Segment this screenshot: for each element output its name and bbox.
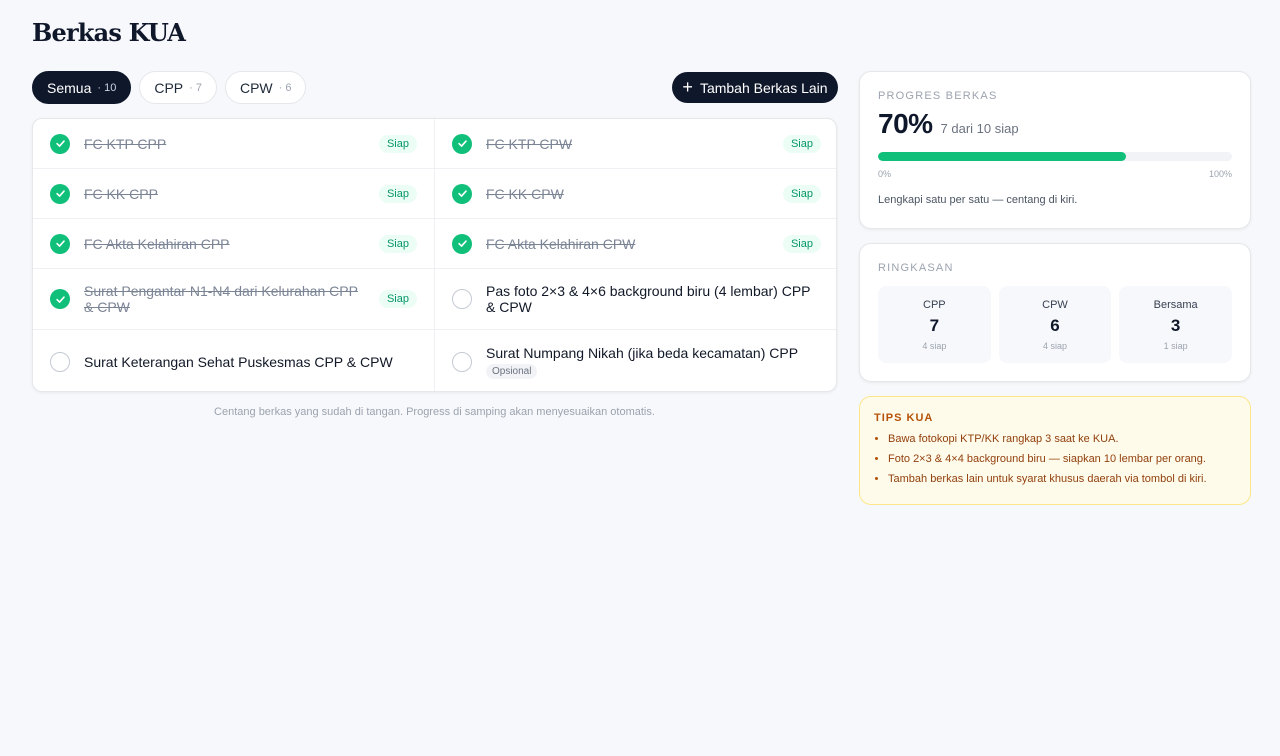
- checklist-item-label: FC KK CPW: [486, 185, 564, 202]
- progress-hint: Lengkapi satu per satu — centang di kiri…: [878, 194, 1078, 206]
- stat-cpp: CPP 7 4 siap: [878, 286, 991, 363]
- checked-checkbox[interactable]: [50, 183, 70, 204]
- progress-scale-min: 0%: [878, 169, 892, 179]
- status-badge: Siap: [782, 184, 821, 203]
- stat-bersama: Bersama 3 1 siap: [1119, 286, 1232, 363]
- tip-item: Foto 2×3 & 4×4 background biru — siapkan…: [888, 453, 1236, 466]
- progress-label: PROGRES BERKAS: [878, 90, 998, 102]
- checkmark-icon: [55, 140, 65, 147]
- checkmark-icon: [457, 140, 467, 147]
- tab-label: Semua: [47, 79, 92, 96]
- tab-label: CPP: [154, 79, 184, 96]
- checklist-item-label: FC Akta Kelahiran CPW: [486, 235, 636, 252]
- checked-checkbox[interactable]: [452, 133, 472, 154]
- tab-count: · 6: [278, 81, 292, 94]
- plus-icon: +: [682, 76, 693, 97]
- tip-item: Tambah berkas lain untuk syarat khusus d…: [888, 473, 1236, 486]
- page-title: Berkas KUA: [32, 18, 186, 47]
- add-document-button[interactable]: + Tambah Berkas Lain: [672, 72, 838, 103]
- stat-name: CPW: [1042, 298, 1068, 311]
- checklist-item-label: FC KK CPP: [84, 185, 158, 202]
- stat-sub: 4 siap: [922, 340, 947, 351]
- progress-percent: 70%: [878, 108, 933, 139]
- stat-value: 3: [1170, 315, 1181, 335]
- progress-scale-max: 100%: [1208, 169, 1232, 179]
- progress-bar-fill: [878, 152, 1126, 161]
- tips-list: Bawa fotokopi KTP/KK rangkap 3 saat ke K…: [874, 433, 1236, 486]
- summary-label: RINGKASAN: [878, 262, 954, 274]
- progress-detail: 7 dari 10 siap: [940, 121, 1019, 136]
- progress-card: PROGRES BERKAS 70% 7 dari 10 siap 0% 100…: [859, 71, 1251, 229]
- tab-semua[interactable]: Semua · 10: [32, 71, 132, 104]
- checked-checkbox[interactable]: [50, 289, 70, 309]
- checkmark-icon: [55, 240, 65, 247]
- stat-value: 6: [1050, 315, 1060, 335]
- tab-label: CPW: [239, 79, 273, 96]
- checklist-item-label: Surat Numpang Nikah (jika beda kecamatan…: [486, 344, 799, 361]
- tab-cpw[interactable]: CPW · 6: [224, 71, 307, 104]
- checked-checkbox[interactable]: [50, 133, 70, 154]
- status-badge: Siap: [782, 134, 821, 153]
- checklist-item-label: FC Akta Kelahiran CPP: [84, 235, 230, 252]
- stat-cpw: CPW 6 4 siap: [998, 286, 1112, 363]
- checklist-item: FC KTP CPW Siap: [435, 119, 836, 169]
- checklist-item-label: FC KTP CPP: [84, 135, 167, 152]
- checklist-item: FC Akta Kelahiran CPP Siap: [33, 219, 435, 269]
- filter-tabs: Semua · 10 CPP · 7 CPW · 6: [32, 71, 307, 104]
- checkmark-icon: [457, 190, 467, 197]
- checkmark-icon: [55, 190, 65, 197]
- checklist-item-label: Pas foto 2×3 & 4×6 background biru (4 le…: [486, 283, 811, 315]
- summary-card: RINGKASAN CPP 7 4 siap CPW 6 4 siap Bers…: [859, 243, 1251, 382]
- checkmark-icon: [55, 295, 65, 303]
- stat-sub: 1 siap: [1163, 340, 1188, 351]
- checkmark-icon: [457, 240, 467, 247]
- checklist-item: FC Akta Kelahiran CPW Siap: [435, 219, 836, 269]
- checklist-item: FC KTP CPP Siap: [33, 119, 435, 169]
- tab-cpp[interactable]: CPP · 7: [139, 71, 217, 104]
- stat-value: 7: [929, 315, 940, 335]
- unchecked-checkbox[interactable]: [452, 289, 472, 309]
- checklist-footnote: Centang berkas yang sudah di tangan. Pro…: [214, 406, 655, 418]
- tips-title: TIPS KUA: [874, 412, 934, 424]
- tip-item: Bawa fotokopi KTP/KK rangkap 3 saat ke K…: [888, 433, 1236, 446]
- checklist-item-label: Surat Pengantar N1-N4 dari Kelurahan CPP…: [84, 283, 358, 315]
- checklist-item: Surat Numpang Nikah (jika beda kecamatan…: [435, 330, 836, 391]
- status-badge: Siap: [378, 134, 417, 153]
- checked-checkbox[interactable]: [50, 233, 70, 254]
- checklist-card: FC KTP CPP Siap FC KTP CPW Siap FC KK CPP Sia…: [32, 118, 837, 392]
- tab-count: · 10: [97, 81, 117, 94]
- tab-count: · 7: [189, 81, 202, 94]
- stat-sub: 4 siap: [1042, 340, 1067, 351]
- checklist-item: Surat Keterangan Sehat Puskesmas CPP & C…: [33, 330, 435, 391]
- unchecked-checkbox[interactable]: [452, 351, 472, 372]
- checked-checkbox[interactable]: [452, 233, 472, 254]
- checklist-item-label: Surat Keterangan Sehat Puskesmas CPP & C…: [84, 353, 393, 370]
- status-badge: Siap: [378, 290, 417, 308]
- tips-card: TIPS KUA Bawa fotokopi KTP/KK rangkap 3 …: [859, 396, 1251, 505]
- checklist-item: Surat Pengantar N1-N4 dari Kelurahan CPP…: [33, 269, 435, 330]
- stat-name: CPP: [923, 298, 946, 311]
- unchecked-checkbox[interactable]: [50, 351, 70, 372]
- checklist-item: FC KK CPP Siap: [33, 169, 435, 219]
- checked-checkbox[interactable]: [452, 183, 472, 204]
- status-badge: Siap: [782, 234, 821, 253]
- status-badge: Siap: [378, 184, 417, 203]
- optional-tag: Opsional: [486, 363, 538, 379]
- status-badge: Siap: [378, 234, 417, 253]
- checklist-item: FC KK CPW Siap: [435, 169, 836, 219]
- progress-bar: [878, 152, 1232, 161]
- stat-name: Bersama: [1153, 298, 1198, 311]
- checklist-item: Pas foto 2×3 & 4×6 background biru (4 le…: [435, 269, 836, 330]
- add-document-label: Tambah Berkas Lain: [699, 79, 828, 96]
- checklist-item-label: FC KTP CPW: [486, 135, 573, 152]
